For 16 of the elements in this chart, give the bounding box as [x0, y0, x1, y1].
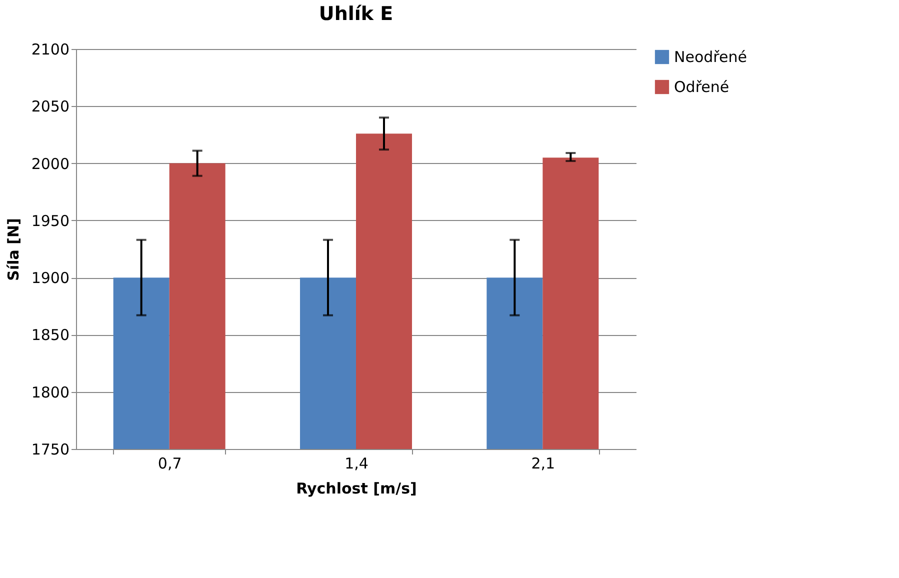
y-tick-label: 2000 [31, 154, 70, 173]
y-axis-title: Síla [N] [4, 218, 22, 281]
legend-label: Neodřené [674, 48, 747, 66]
y-tick-label: 1900 [31, 269, 70, 288]
chart-title: Uhlík E [318, 3, 394, 25]
x-tick-label: 0,7 [158, 454, 182, 472]
y-tick-label: 1850 [31, 326, 70, 344]
y-tick-label: 2100 [31, 40, 70, 58]
y-tick-label: 1750 [31, 440, 70, 458]
x-axis-title: Rychlost [m/s] [296, 480, 417, 498]
y-tick-label: 1950 [31, 212, 70, 230]
x-tick-label: 2,1 [531, 454, 556, 472]
x-tick-label: 1,4 [344, 454, 368, 472]
y-tick-label: 1800 [31, 383, 70, 402]
y-tick-label: 2050 [31, 98, 70, 116]
legend-label: Odřené [674, 78, 730, 96]
